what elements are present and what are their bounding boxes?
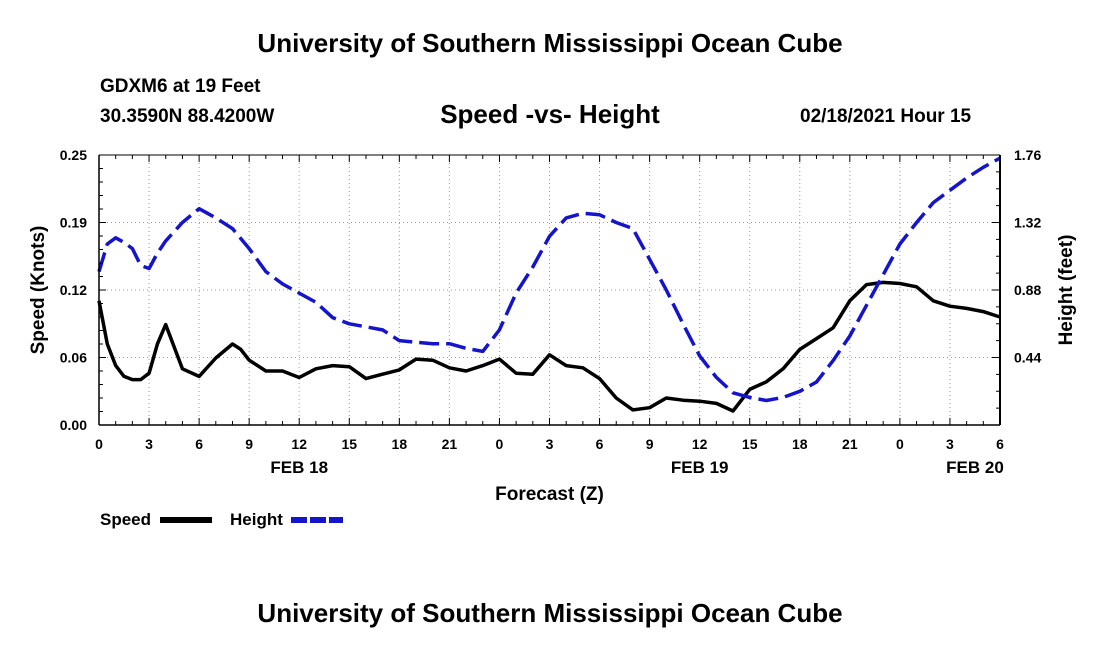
- left-tick-label: 0.00: [60, 417, 87, 433]
- right-tick-label: 0.88: [1014, 282, 1041, 298]
- x-tick-label: 0: [896, 436, 904, 452]
- x-tick-label: 3: [145, 436, 153, 452]
- legend-height-label: Height: [230, 510, 283, 529]
- left-axis-title: Speed (Knots): [28, 226, 49, 355]
- top-title: University of Southern Mississippi Ocean…: [257, 28, 843, 58]
- x-tick-label: 0: [95, 436, 103, 452]
- left-tick-label: 0.19: [60, 215, 87, 231]
- day-label: FEB 18: [270, 458, 328, 477]
- left-tick-label: 0.06: [60, 350, 87, 366]
- x-tick-label: 3: [546, 436, 554, 452]
- x-tick-label: 3: [946, 436, 954, 452]
- grid: [99, 155, 1000, 425]
- right-tick-label: 0.44: [1014, 350, 1041, 366]
- right-axis-title: Height (feet): [1056, 235, 1077, 346]
- right-tick-label: 1.32: [1014, 215, 1041, 231]
- x-tick-label: 12: [291, 436, 307, 452]
- day-label: FEB 20: [946, 458, 1004, 477]
- axis-labels: 0 3 6 9 12 15 18 21 0 3 6 9 12 15 18 21 0 3 6 FEB 18 FEB 19 F…: [28, 147, 1077, 505]
- speed-series-line: [97, 280, 1001, 413]
- x-tick-label: 6: [996, 436, 1004, 452]
- station-label: GDXM6 at 19 Feet: [100, 76, 261, 97]
- x-tick-label: 12: [692, 436, 708, 452]
- legend: Speed Height: [100, 510, 343, 529]
- height-series-line: [97, 156, 1001, 403]
- x-tick-label: 21: [842, 436, 858, 452]
- x-tick-label: 9: [245, 436, 253, 452]
- right-tick-label: 1.76: [1014, 147, 1041, 163]
- x-axis-title: Forecast (Z): [495, 484, 604, 505]
- left-tick-label: 0.25: [60, 147, 87, 163]
- x-tick-label: 21: [442, 436, 458, 452]
- x-tick-label: 6: [195, 436, 203, 452]
- coordinates-label: 30.3590N 88.4200W: [100, 106, 275, 127]
- x-tick-label: 15: [742, 436, 758, 452]
- x-tick-label: 9: [646, 436, 654, 452]
- x-tick-label: 0: [496, 436, 504, 452]
- x-tick-label: 15: [341, 436, 357, 452]
- legend-speed-label: Speed: [100, 510, 151, 529]
- chart-title: Speed -vs- Height: [440, 99, 660, 129]
- x-tick-label: 18: [392, 436, 408, 452]
- day-label: FEB 19: [671, 458, 729, 477]
- x-tick-label: 6: [596, 436, 604, 452]
- forecast-datetime: 02/18/2021 Hour 15: [800, 106, 972, 127]
- left-tick-label: 0.12: [60, 282, 87, 298]
- series-layer: [97, 156, 1001, 413]
- bottom-title: University of Southern Mississippi Ocean…: [257, 598, 843, 628]
- axes: [98, 154, 1001, 426]
- x-tick-label: 18: [792, 436, 808, 452]
